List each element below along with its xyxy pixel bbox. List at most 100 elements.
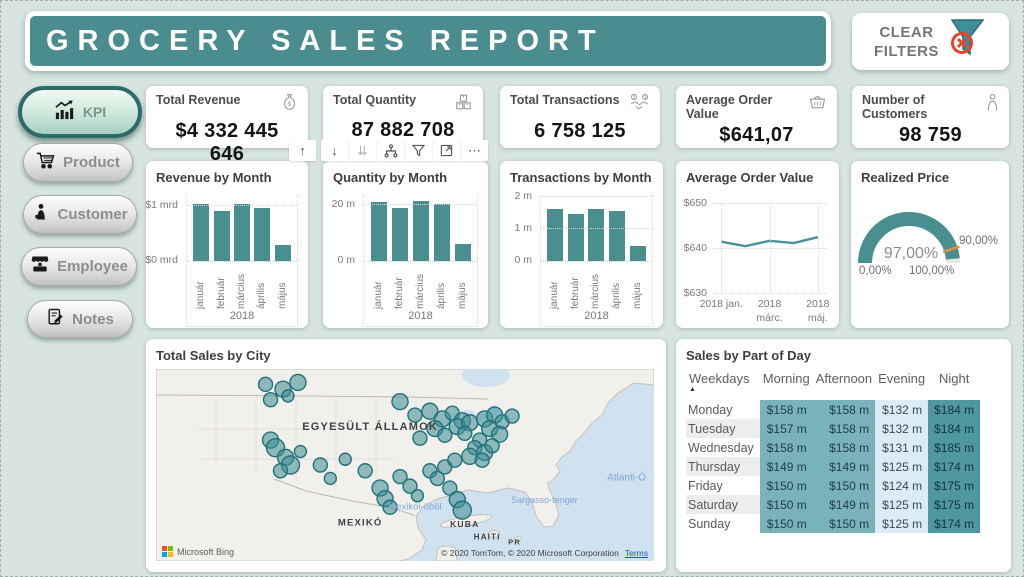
map-bubble[interactable]: [402, 478, 418, 494]
filter-icon[interactable]: [405, 140, 433, 161]
column-header-morning[interactable]: Morning: [762, 371, 810, 386]
weekday-cell[interactable]: Tuesday: [686, 419, 760, 438]
map-bubble[interactable]: [474, 452, 490, 468]
gauge-arc[interactable]: [851, 197, 1003, 267]
map-bubble[interactable]: [421, 402, 439, 420]
bar-március[interactable]: [412, 200, 429, 261]
weekday-cell[interactable]: Wednesday: [686, 438, 760, 457]
map-bubble[interactable]: [442, 480, 458, 496]
sidebar-item-notes[interactable]: Notes: [27, 300, 133, 338]
map-bubble[interactable]: [293, 444, 308, 459]
value-cell[interactable]: $150 m: [759, 476, 813, 495]
column-header-weekdays[interactable]: Weekdays ▲: [686, 369, 760, 400]
map-bubble[interactable]: [312, 457, 329, 473]
weekday-cell[interactable]: Saturday: [686, 495, 760, 514]
weekday-cell[interactable]: Thursday: [686, 457, 760, 476]
value-cell[interactable]: $174 m: [928, 514, 981, 533]
map-bubble[interactable]: [338, 452, 352, 466]
value-cell[interactable]: $150 m: [812, 514, 876, 533]
value-cell[interactable]: $150 m: [759, 514, 813, 533]
column-header-evening[interactable]: Evening: [878, 371, 926, 386]
value-cell[interactable]: $131 m: [875, 438, 929, 457]
sidebar-item-employee[interactable]: Employee: [21, 247, 137, 286]
bar-május[interactable]: [629, 246, 646, 261]
map-bubble[interactable]: [281, 389, 295, 403]
bar-május[interactable]: [274, 245, 291, 261]
value-cell[interactable]: $132 m: [875, 400, 929, 419]
sidebar-item-product[interactable]: Product: [23, 143, 133, 182]
map-bubble[interactable]: [447, 452, 463, 468]
value-cell[interactable]: $124 m: [875, 476, 929, 495]
map-bubble[interactable]: [504, 408, 520, 424]
double-arrow-down-icon[interactable]: ⇊: [349, 140, 377, 161]
value-cell[interactable]: $184 m: [928, 400, 981, 419]
value-cell[interactable]: $125 m: [875, 514, 929, 533]
value-cell[interactable]: $158 m: [812, 419, 876, 438]
value-cell[interactable]: $150 m: [812, 476, 876, 495]
weekday-cell[interactable]: Friday: [686, 476, 760, 495]
column-header-afternoon[interactable]: Afternoon: [815, 371, 873, 386]
bar-március[interactable]: [233, 203, 250, 261]
bar-február[interactable]: [567, 214, 584, 261]
map-bubble[interactable]: [357, 463, 373, 479]
bar-január[interactable]: [370, 202, 387, 261]
value-cell[interactable]: $150 m: [759, 495, 813, 514]
sidebar-item-kpi[interactable]: KPI: [18, 86, 142, 138]
value-cell[interactable]: $175 m: [928, 476, 981, 495]
map-bubble[interactable]: [429, 470, 446, 487]
map-bubble[interactable]: [323, 471, 338, 486]
value-cell[interactable]: $184 m: [928, 419, 981, 438]
more-options-icon[interactable]: ⋯: [468, 142, 481, 158]
bar-április[interactable]: [609, 211, 626, 261]
map-bubble[interactable]: [452, 500, 472, 520]
map-bubble[interactable]: [484, 438, 500, 454]
value-cell[interactable]: $174 m: [928, 457, 981, 476]
map-bubble[interactable]: [257, 376, 274, 393]
bar-február[interactable]: [213, 210, 230, 261]
value-cell[interactable]: $158 m: [812, 438, 876, 457]
arrow-up-icon[interactable]: ↑: [299, 143, 306, 158]
value-cell[interactable]: $158 m: [812, 400, 876, 419]
focus-mode-icon[interactable]: [433, 140, 461, 161]
value-cell[interactable]: $149 m: [812, 457, 876, 476]
map-bubble[interactable]: [392, 468, 408, 485]
value-cell[interactable]: $149 m: [812, 495, 876, 514]
value-cell[interactable]: $158 m: [759, 438, 813, 457]
map-bubble[interactable]: [490, 425, 509, 443]
bar-március[interactable]: [588, 208, 605, 261]
sidebar-item-customer[interactable]: Customer: [23, 195, 137, 234]
map-bubble[interactable]: [289, 373, 307, 392]
value-cell[interactable]: $175 m: [928, 495, 981, 514]
terms-link[interactable]: Terms: [624, 548, 648, 558]
bar-január[interactable]: [547, 208, 564, 261]
weekday-cell[interactable]: Monday: [686, 400, 760, 419]
value-cell[interactable]: $158 m: [759, 400, 813, 419]
sidebar-item-label: KPI: [82, 104, 107, 120]
bar-április[interactable]: [433, 204, 450, 261]
column-header-night[interactable]: Night: [938, 371, 970, 386]
map-bubble[interactable]: [407, 407, 423, 423]
map-bubble[interactable]: [272, 463, 289, 479]
map-bubble[interactable]: [457, 425, 473, 442]
map-bubble[interactable]: [437, 427, 453, 443]
drill-down-icon[interactable]: [377, 140, 405, 161]
arrow-down-icon[interactable]: ↓: [321, 140, 349, 161]
value-cell[interactable]: $185 m: [928, 438, 981, 457]
bar-április[interactable]: [254, 207, 271, 261]
map-bubble[interactable]: [412, 430, 428, 446]
value-cell[interactable]: $125 m: [875, 457, 929, 476]
map-bubble[interactable]: [382, 499, 398, 515]
map-bubble[interactable]: [391, 392, 409, 411]
map-bubble[interactable]: [410, 489, 425, 503]
map-viewport[interactable]: EGYESÜLT ÁLLAMOK MEXIKÓ KUBA HAITI PR Mexikói…: [156, 369, 654, 561]
bar-január[interactable]: [193, 204, 210, 261]
clear-filters-button[interactable]: CLEAR FILTERS: [852, 13, 1009, 70]
value-cell[interactable]: $157 m: [759, 419, 813, 438]
weekday-cell[interactable]: Sunday: [686, 514, 760, 533]
value-cell[interactable]: $132 m: [875, 419, 929, 438]
value-cell[interactable]: $149 m: [759, 457, 813, 476]
map-bubble[interactable]: [262, 392, 279, 408]
bar-február[interactable]: [391, 207, 408, 261]
bar-május[interactable]: [454, 244, 471, 261]
value-cell[interactable]: $125 m: [875, 495, 929, 514]
